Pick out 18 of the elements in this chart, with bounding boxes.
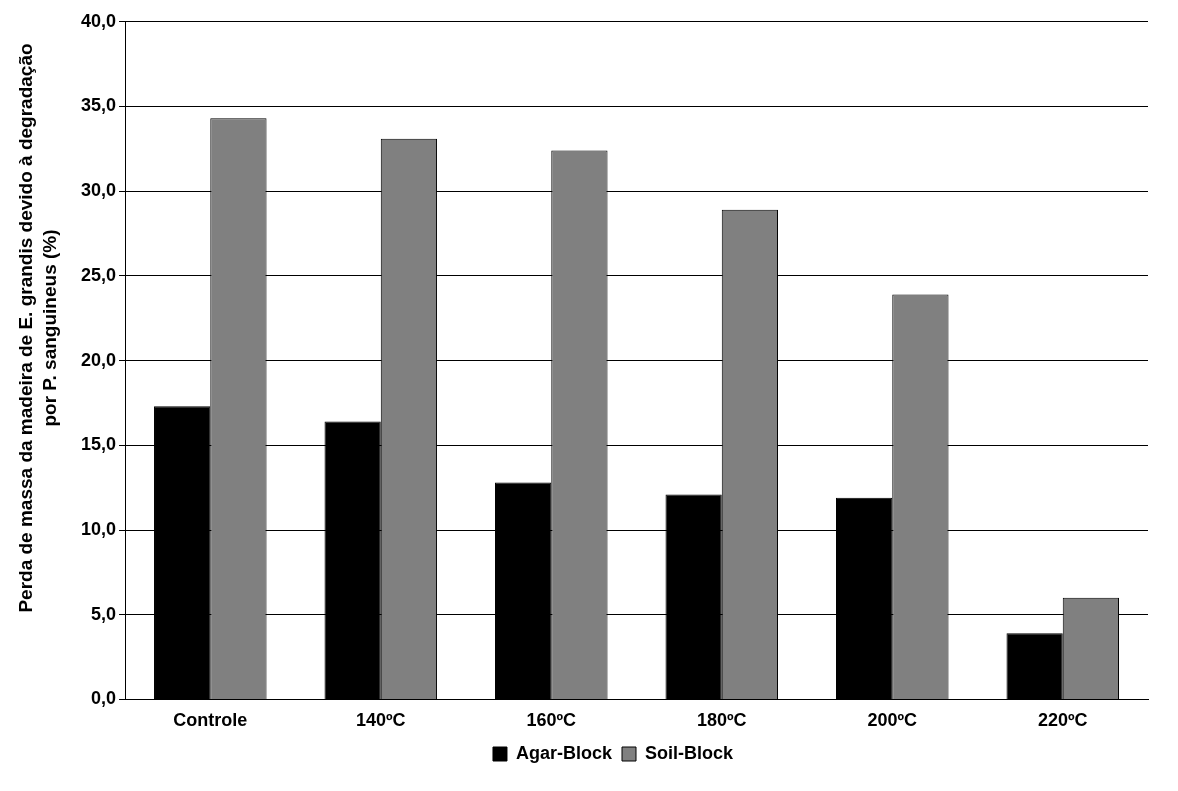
x-tick-label: 160ºC: [526, 710, 577, 731]
legend-label: Agar-Block: [515, 742, 613, 763]
y-tick-label: 5,0: [91, 603, 117, 624]
y-tick-label: 35,0: [80, 95, 117, 116]
y-tick-label: 10,0: [80, 518, 117, 539]
y-tick-label: 20,0: [80, 349, 117, 370]
y-axis-title: Perda de massa da madeira de E. grandis devido à degradação por P. sanguineus (%): [14, 42, 61, 615]
y-tick-label: 15,0: [80, 434, 117, 455]
y-tick-label: 0,0: [91, 688, 117, 709]
x-tick-label: 200ºC: [867, 710, 918, 731]
y-tick-label: 40,0: [80, 10, 117, 31]
y-tick-label: 25,0: [80, 264, 117, 285]
x-tick-label: Controle: [173, 710, 248, 731]
x-tick-label: 140ºC: [355, 710, 406, 731]
y-tick-label: 30,0: [80, 180, 117, 201]
x-tick-label: 220ºC: [1037, 710, 1088, 731]
legend-label: Soil-Block: [645, 742, 735, 763]
x-tick-label: 180ºC: [696, 710, 747, 731]
